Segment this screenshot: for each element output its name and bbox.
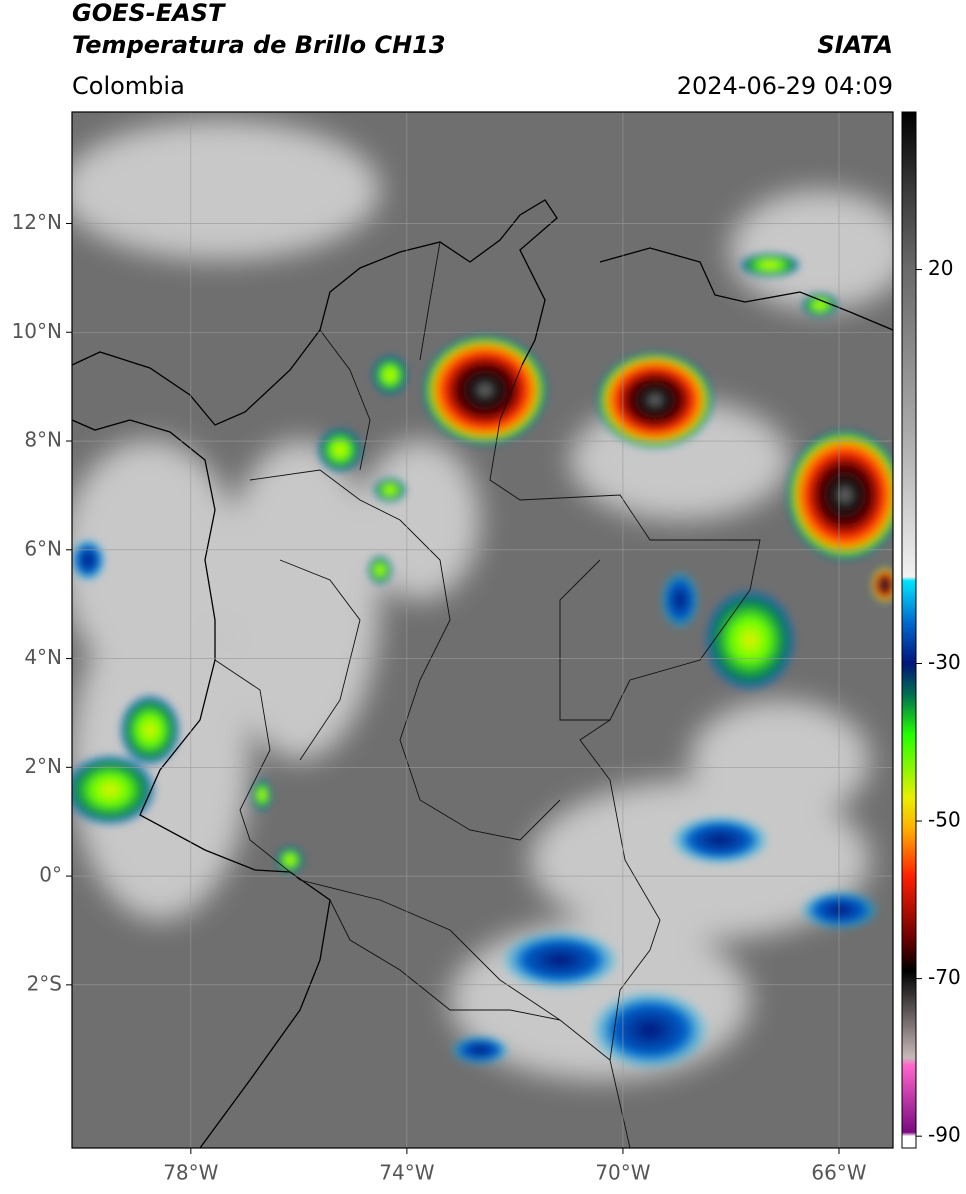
y-tick-label: 12°N: [12, 210, 62, 234]
satellite-image: [72, 112, 893, 1148]
colorbar: [901, 111, 917, 1149]
y-tick-label: 8°N: [24, 428, 62, 452]
graticule: [72, 112, 893, 1148]
datetime: 2024-06-29 04:09: [677, 72, 893, 100]
colorbar-tick-label: -90: [928, 1123, 961, 1147]
colorbar-tick-label: 20: [928, 256, 953, 280]
map-frame: [71, 111, 894, 1149]
x-tick-label: 74°W: [379, 1161, 434, 1185]
y-tick-label: 2°S: [27, 971, 62, 995]
x-tick-label: 78°W: [163, 1161, 218, 1185]
colorbar-tick-label: -50: [928, 808, 961, 832]
y-tick-label: 2°N: [24, 754, 62, 778]
y-tick-label: 4°N: [24, 645, 62, 669]
y-tick-label: 10°N: [12, 319, 62, 343]
x-tick-label: 70°W: [595, 1161, 650, 1185]
title: GOES-EAST: [72, 0, 226, 27]
subtitle: Temperatura de Brillo CH13: [72, 31, 446, 59]
y-tick-label: 6°N: [24, 536, 62, 560]
colorbar-tick-label: -70: [928, 965, 961, 989]
source: SIATA: [817, 31, 893, 59]
y-tick-label: 0°: [39, 863, 62, 887]
region: Colombia: [72, 72, 185, 100]
x-tick-label: 66°W: [811, 1161, 866, 1185]
colorbar-tick-label: -30: [928, 650, 961, 674]
